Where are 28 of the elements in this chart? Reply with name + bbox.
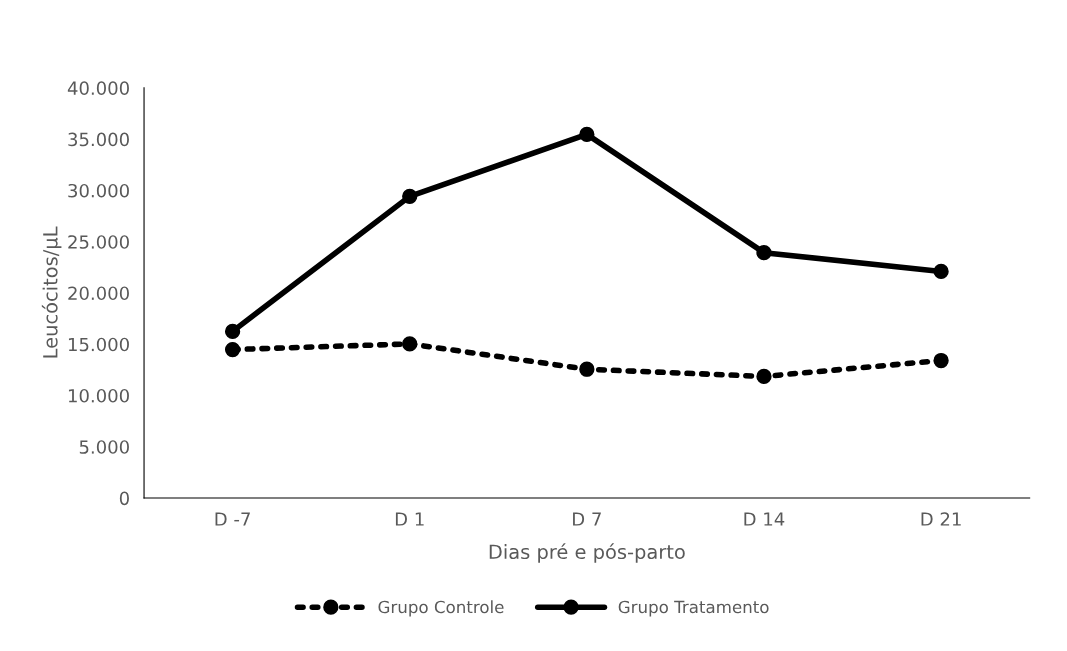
y-tick-label: 10.000 <box>68 388 129 403</box>
point <box>224 341 241 358</box>
point <box>402 188 418 205</box>
y-tick-label: 15.000 <box>68 337 129 352</box>
y-tick-label: 25.000 <box>68 235 129 249</box>
x-tick-label: D 14 <box>744 512 785 526</box>
point <box>579 361 595 377</box>
x-tick-label: D 1 <box>395 512 424 526</box>
y-tick-label: 30.000 <box>68 183 129 198</box>
point <box>756 368 772 385</box>
x-tick-label: D -7 <box>215 512 250 526</box>
point <box>756 245 772 261</box>
y-tick-label: 0 <box>119 491 129 506</box>
x-tick-label: D 7 <box>573 512 601 526</box>
point <box>933 263 949 280</box>
point <box>579 126 595 143</box>
point <box>933 352 949 369</box>
y-tick-label: 40.000 <box>67 81 129 95</box>
y-tick-label: 35.000 <box>68 132 129 147</box>
y-tick-label: 5.000 <box>79 440 129 454</box>
point <box>402 336 418 352</box>
point <box>224 323 241 340</box>
legend-label: Grupo Controle <box>378 600 504 617</box>
y-axis-title: Leucócitos/µL <box>41 226 62 358</box>
legend-label: Grupo Tratamento <box>618 600 769 617</box>
x-axis-title: Dias pré e pós-parto <box>489 543 685 563</box>
x-tick-label: D 21 <box>921 512 961 526</box>
y-tick-label: 20.000 <box>68 286 129 301</box>
